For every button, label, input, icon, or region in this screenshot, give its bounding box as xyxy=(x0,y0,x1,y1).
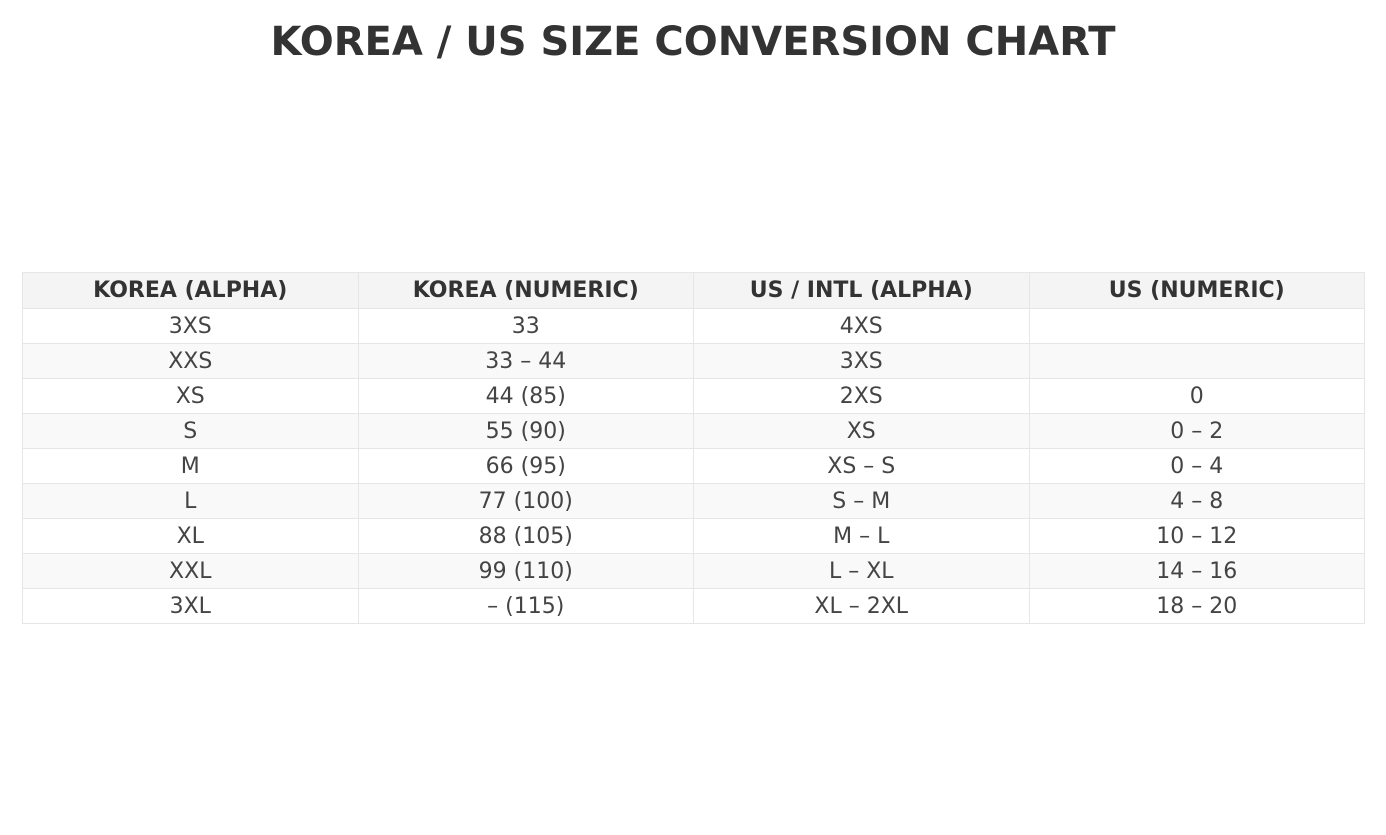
table-cell: 0 – 4 xyxy=(1028,448,1365,484)
table-cell: 2XS xyxy=(693,378,1030,414)
table-row: XS 44 (85) 2XS 0 xyxy=(22,378,1365,414)
table-cell: 66 (95) xyxy=(357,448,694,484)
table-cell: 4XS xyxy=(693,308,1030,344)
table-cell: – (115) xyxy=(357,588,694,624)
column-header: KOREA (NUMERIC) xyxy=(357,272,694,309)
chart-title: KOREA / US SIZE CONVERSION CHART xyxy=(270,19,1116,65)
table-row: XXS 33 – 44 3XS xyxy=(22,343,1365,379)
table-cell: 44 (85) xyxy=(357,378,694,414)
table-cell: 99 (110) xyxy=(357,553,694,589)
table-row: 3XL – (115) XL – 2XL 18 – 20 xyxy=(22,588,1365,624)
table-cell: M xyxy=(22,448,359,484)
table-cell: XXS xyxy=(22,343,359,379)
table-row: XL 88 (105) M – L 10 – 12 xyxy=(22,518,1365,554)
table-cell: 33 xyxy=(357,308,694,344)
table-cell: 18 – 20 xyxy=(1028,588,1365,624)
table-cell: 14 – 16 xyxy=(1028,553,1365,589)
table-cell xyxy=(1028,308,1365,344)
table-cell: L – XL xyxy=(693,553,1030,589)
table-cell: 3XL xyxy=(22,588,359,624)
table-cell: 77 (100) xyxy=(357,483,694,519)
table-cell: XL – 2XL xyxy=(693,588,1030,624)
table-header-row: KOREA (ALPHA) KOREA (NUMERIC) US / INTL (A… xyxy=(22,272,1365,309)
table-cell: S xyxy=(22,413,359,449)
size-conversion-table: KOREA (ALPHA) KOREA (NUMERIC) US / INTL (A… xyxy=(22,272,1365,624)
table-cell: 0 – 2 xyxy=(1028,413,1365,449)
table-cell: L xyxy=(22,483,359,519)
table-row: XXL 99 (110) L – XL 14 – 16 xyxy=(22,553,1365,589)
column-header: KOREA (ALPHA) xyxy=(22,272,359,309)
table-cell: 88 (105) xyxy=(357,518,694,554)
table-cell: XL xyxy=(22,518,359,554)
table-row: 3XS 33 4XS xyxy=(22,308,1365,344)
table-cell: XXL xyxy=(22,553,359,589)
column-header: US (NUMERIC) xyxy=(1028,272,1365,309)
table-cell: 10 – 12 xyxy=(1028,518,1365,554)
table-cell: 3XS xyxy=(22,308,359,344)
column-header: US / INTL (ALPHA) xyxy=(693,272,1030,309)
table-cell: XS xyxy=(693,413,1030,449)
table-cell: 33 – 44 xyxy=(357,343,694,379)
table-cell: 55 (90) xyxy=(357,413,694,449)
table-cell: XS – S xyxy=(693,448,1030,484)
table-cell: S – M xyxy=(693,483,1030,519)
table-cell: XS xyxy=(22,378,359,414)
table-row: S 55 (90) XS 0 – 2 xyxy=(22,413,1365,449)
table-cell: 0 xyxy=(1028,378,1365,414)
table-cell xyxy=(1028,343,1365,379)
table-cell: M – L xyxy=(693,518,1030,554)
table-cell: 3XS xyxy=(693,343,1030,379)
table-cell: 4 – 8 xyxy=(1028,483,1365,519)
